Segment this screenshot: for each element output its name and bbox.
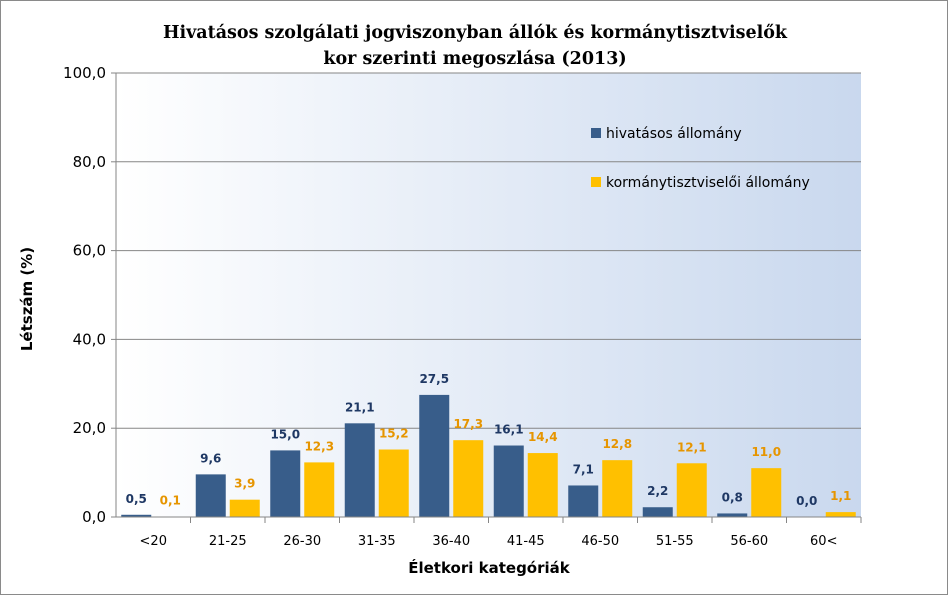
- bar-value-label: 11,0: [751, 445, 781, 459]
- x-tick-label: 21-25: [209, 534, 247, 549]
- bar: [196, 474, 226, 517]
- bar: [602, 460, 632, 517]
- bar-value-label: 16,1: [494, 423, 524, 437]
- bar-value-label: 9,6: [200, 451, 221, 465]
- bar: [270, 450, 300, 517]
- bar: [751, 468, 781, 517]
- bar-value-label: 14,4: [528, 430, 558, 444]
- legend-swatch-hivatasos: [591, 128, 601, 138]
- y-tick-label: 60,0: [73, 242, 106, 260]
- x-tick-label: 36-40: [432, 534, 470, 549]
- bar: [643, 507, 673, 517]
- y-tick-label: 100,0: [63, 64, 106, 82]
- bar: [379, 450, 409, 517]
- y-tick-label: 0,0: [82, 508, 106, 526]
- bar: [677, 463, 707, 517]
- bar: [345, 423, 375, 517]
- chart-title-line-2: kor szerinti megoszlása (2013): [323, 49, 626, 69]
- bar: [304, 462, 334, 517]
- legend-label-hivatasos: hivatásos állomány: [606, 126, 742, 142]
- bar: [717, 513, 747, 517]
- bar-value-label: 0,8: [722, 490, 743, 504]
- legend-label-kormanytisztviseloi: kormánytisztviselői állomány: [606, 175, 810, 191]
- y-tick-label: 20,0: [73, 419, 106, 437]
- y-tick-label: 80,0: [73, 153, 106, 171]
- x-tick-label: 60<: [810, 534, 837, 549]
- x-tick-label: 46-50: [581, 534, 619, 549]
- x-tick-label: 56-60: [730, 534, 768, 549]
- bar-value-label: 3,9: [234, 477, 255, 491]
- bar-value-label: 15,2: [379, 427, 409, 441]
- bar: [568, 485, 598, 517]
- y-axis-title: Létszám (%): [18, 247, 36, 351]
- bar-value-label: 2,2: [647, 484, 668, 498]
- y-tick-labels: 0,0 20,0 40,0 60,0 80,0 100,0: [63, 64, 106, 526]
- bar: [419, 395, 449, 517]
- bar-value-label: 1,1: [830, 489, 851, 503]
- x-tick-labels: <20 21-25 26-30 31-35 36-40 41-45 46-50 51-55 56…: [140, 517, 861, 549]
- bar-value-label: 21,1: [345, 400, 375, 414]
- bar-value-label: 27,5: [419, 372, 449, 386]
- chart-title-line-1: Hivatásos szolgálati jogviszonyban állók…: [163, 23, 788, 43]
- bar: [453, 440, 483, 517]
- bar: [826, 512, 856, 517]
- x-axis-title: Életkori kategóriák: [408, 558, 571, 577]
- plot-area: [116, 73, 861, 517]
- x-tick-label: 41-45: [507, 534, 545, 549]
- bar-value-label: 15,0: [270, 427, 300, 441]
- bar: [528, 453, 558, 517]
- y-tick-label: 40,0: [73, 330, 106, 348]
- bar-value-label: 0,0: [796, 494, 817, 508]
- bar-value-label: 17,3: [453, 417, 483, 431]
- bar-value-label: 0,1: [160, 494, 181, 508]
- bar-value-label: 7,1: [573, 462, 594, 476]
- bar-value-label: 0,5: [126, 492, 147, 506]
- x-tick-label: 31-35: [358, 534, 396, 549]
- legend-swatch-kormanytisztviseloi: [591, 177, 601, 187]
- bar-value-label: 12,1: [677, 440, 707, 454]
- bar-value-label: 12,8: [602, 437, 632, 451]
- bar-value-label: 12,3: [304, 439, 334, 453]
- bar: [230, 500, 260, 517]
- x-tick-label: <20: [140, 534, 167, 549]
- x-tick-label: 51-55: [656, 534, 694, 549]
- bar: [494, 446, 524, 517]
- x-tick-label: 26-30: [283, 534, 321, 549]
